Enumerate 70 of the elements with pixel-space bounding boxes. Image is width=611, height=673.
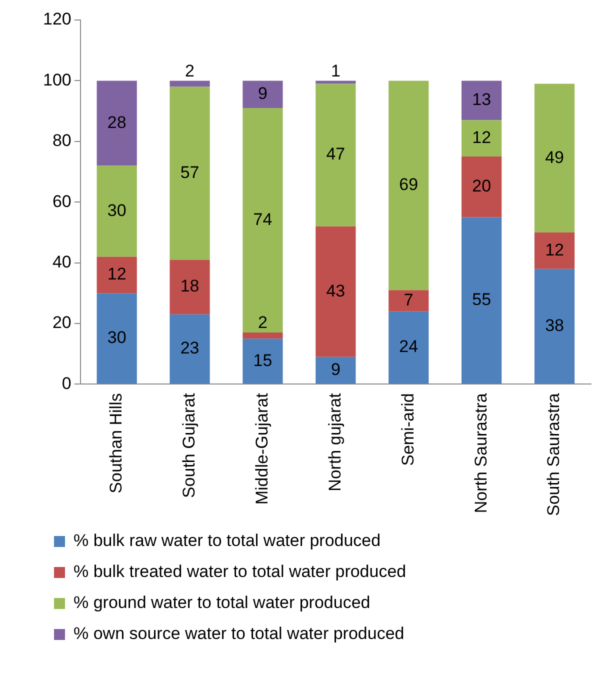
x-tick-label: North gujarat: [325, 392, 344, 492]
data-label: 23: [180, 338, 200, 358]
y-tick-label: 20: [52, 313, 72, 332]
bar: [96, 293, 137, 384]
x-tick-label: Semi-arid: [398, 393, 418, 466]
data-label: 15: [253, 350, 272, 370]
data-label: 12: [545, 240, 564, 260]
bar: [170, 86, 210, 260]
y-tick-label: 100: [42, 70, 72, 90]
bar: [170, 80, 210, 87]
data-label: 24: [399, 337, 418, 356]
legend-label: % bulk treated water to total water produced: [74, 562, 406, 582]
data-label: 2: [258, 313, 268, 332]
bar: [242, 108, 283, 333]
legend-label: % own source water to total water produced: [74, 624, 404, 644]
data-label: 74: [253, 210, 272, 229]
data-label: 30: [107, 200, 126, 220]
data-label: 57: [180, 162, 200, 182]
bar: [462, 156, 502, 218]
bar: [316, 356, 356, 384]
bar: [316, 226, 356, 357]
bar: [316, 80, 356, 84]
bar: [388, 311, 429, 384]
bar: [242, 80, 283, 108]
bar: [534, 232, 575, 269]
bar: [96, 256, 137, 294]
data-label: 20: [472, 176, 492, 196]
bar: [388, 80, 429, 290]
legend-label: % bulk raw water to total water produced: [74, 531, 381, 550]
data-label: 12: [107, 264, 126, 284]
data-label: 1: [330, 61, 340, 80]
bar: [462, 80, 502, 120]
x-tick-label: South Gujarat: [179, 392, 198, 498]
data-label: 47: [326, 144, 346, 164]
bar: [462, 120, 502, 157]
data-label: 38: [545, 316, 564, 335]
x-tick-label: South Saurastra: [544, 392, 564, 516]
y-tick-label: 80: [52, 131, 72, 150]
x-tick-label: North Saurastra: [471, 392, 490, 514]
y-tick-label: 120: [42, 10, 72, 29]
x-tick-label: Southan Hills: [106, 393, 126, 494]
bar: [316, 84, 356, 226]
data-label: 9: [330, 360, 340, 379]
y-tick-label: 0: [62, 374, 72, 393]
data-label: 18: [180, 276, 200, 296]
x-tick-label: Middle-Gujarat: [252, 392, 272, 505]
bar: [534, 268, 575, 384]
data-label: 55: [472, 290, 492, 310]
data-label: 2: [185, 61, 195, 80]
data-label: 12: [472, 128, 492, 148]
data-label: 13: [472, 90, 492, 110]
bar: [242, 332, 283, 339]
legend-label: % ground water to total water produced: [74, 593, 370, 612]
bar: [388, 290, 429, 312]
data-label: 49: [545, 148, 564, 167]
data-label: 7: [404, 290, 414, 310]
bar: [242, 338, 283, 384]
bar: [462, 217, 502, 384]
data-label: 30: [107, 328, 126, 348]
bar: [96, 80, 137, 166]
bar: [96, 166, 137, 257]
data-label: 43: [326, 281, 346, 300]
data-label: 9: [258, 84, 268, 104]
data-label: 28: [107, 112, 126, 132]
bar: [170, 260, 210, 314]
y-tick-label: 60: [52, 192, 72, 211]
bar: [534, 84, 575, 232]
y-tick-label: 40: [52, 252, 72, 272]
bar: [170, 314, 210, 384]
data-label: 69: [399, 175, 418, 194]
